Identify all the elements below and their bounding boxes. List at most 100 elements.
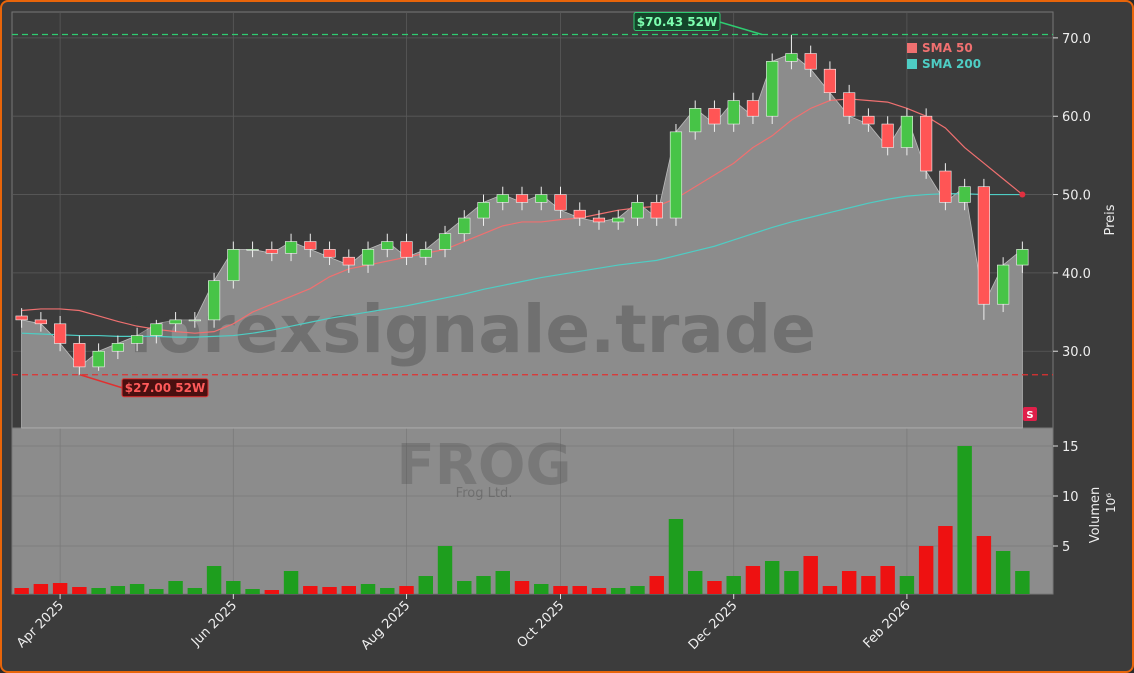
candle-body bbox=[612, 217, 625, 223]
volume-bar bbox=[14, 588, 29, 594]
legend-label: SMA 200 bbox=[922, 57, 981, 71]
hline-arrow bbox=[717, 20, 763, 36]
candle-body bbox=[400, 241, 413, 258]
volume-bar bbox=[591, 588, 607, 594]
candle-body bbox=[766, 61, 779, 117]
hline-label: $27.00 52W bbox=[125, 381, 205, 395]
volume-bar bbox=[957, 446, 972, 594]
volume-bar bbox=[687, 571, 703, 594]
candle-body bbox=[265, 249, 278, 254]
volume-bar bbox=[149, 589, 164, 594]
y-axis-label: Preis bbox=[1103, 204, 1118, 235]
volume-bar bbox=[899, 576, 915, 594]
candle-body bbox=[1016, 249, 1029, 266]
candle-body bbox=[34, 319, 47, 325]
volume-bar bbox=[668, 519, 684, 594]
sma-line bbox=[21, 193, 1023, 338]
hline-label-box bbox=[633, 11, 721, 31]
volume-bar bbox=[52, 583, 68, 594]
volume-bar bbox=[91, 588, 106, 594]
candle-body bbox=[650, 202, 663, 219]
volume-bar bbox=[303, 586, 318, 594]
candle-body bbox=[862, 115, 875, 125]
volume-bar bbox=[322, 587, 337, 594]
volume-bar bbox=[861, 576, 876, 594]
candle-body bbox=[496, 194, 509, 203]
candle-body bbox=[111, 343, 124, 352]
volume-bar bbox=[360, 584, 376, 594]
candle-body bbox=[92, 350, 105, 368]
candle-body bbox=[227, 249, 240, 282]
y-tick-label: 50.0 bbox=[1062, 189, 1091, 204]
volume-bar bbox=[341, 586, 357, 594]
candle-body bbox=[939, 170, 952, 203]
volume-bar bbox=[437, 546, 453, 594]
candle-body bbox=[15, 315, 28, 321]
candle-body bbox=[419, 249, 432, 258]
volume-bar bbox=[784, 571, 799, 594]
volume-bar bbox=[822, 586, 838, 594]
volume-bar bbox=[976, 536, 992, 594]
candle-body bbox=[669, 131, 683, 219]
volume-panel bbox=[11, 427, 1054, 595]
signal-badge bbox=[1023, 407, 1037, 421]
volume-bar bbox=[611, 588, 626, 594]
candle-body bbox=[746, 100, 760, 117]
volume-bar bbox=[880, 566, 895, 594]
volume-bar bbox=[841, 571, 857, 594]
volume-bar bbox=[995, 551, 1011, 594]
candle-body bbox=[169, 319, 182, 325]
candle-body bbox=[438, 233, 452, 250]
candle-body bbox=[554, 194, 567, 211]
candle-body bbox=[592, 217, 606, 223]
y-tick-label: 70.0 bbox=[1062, 32, 1091, 47]
hline-label: $70.43 52W bbox=[637, 15, 717, 29]
volume-bar bbox=[534, 584, 549, 594]
y-axis-label: Volumen bbox=[1088, 487, 1103, 544]
x-tick-label: Aug 2025 bbox=[358, 598, 413, 653]
legend-swatch bbox=[907, 43, 917, 53]
volume-bar bbox=[553, 586, 568, 594]
volume-bar bbox=[495, 571, 510, 594]
volume-bar bbox=[457, 581, 472, 594]
candle-body bbox=[573, 209, 586, 219]
candle-body bbox=[823, 68, 836, 93]
x-tick-label: Feb 2026 bbox=[861, 598, 914, 651]
y-tick-label: 40.0 bbox=[1062, 267, 1091, 282]
volume-bar bbox=[245, 589, 260, 594]
candle-body bbox=[920, 115, 933, 172]
candle-body bbox=[708, 108, 721, 125]
candle-body bbox=[342, 256, 355, 266]
volume-bar bbox=[938, 526, 953, 594]
candle-body bbox=[458, 217, 471, 235]
legend-label: SMA 50 bbox=[922, 41, 973, 55]
sma-endpoint bbox=[1019, 191, 1026, 198]
volume-watermark-sub: Frog Ltd. bbox=[456, 486, 513, 501]
volume-bar bbox=[1015, 571, 1030, 594]
hline-label-box bbox=[121, 378, 209, 398]
volume-bar bbox=[764, 561, 780, 594]
volume-bar bbox=[264, 590, 280, 594]
volume-bar bbox=[226, 581, 241, 594]
candle-body bbox=[977, 186, 990, 305]
volume-bar bbox=[110, 586, 126, 594]
candle-body bbox=[689, 108, 702, 133]
candle-body bbox=[515, 194, 529, 203]
x-tick-label: Oct 2025 bbox=[514, 598, 567, 651]
volume-bar bbox=[418, 576, 433, 594]
candle-body bbox=[881, 123, 894, 148]
volume-bar bbox=[206, 566, 222, 594]
candle-body bbox=[131, 335, 144, 344]
candle-body bbox=[631, 202, 644, 219]
volume-bar bbox=[514, 581, 530, 594]
x-tick-label: Jun 2025 bbox=[188, 598, 240, 650]
volume-bar bbox=[476, 576, 491, 594]
y-tick-label: 5 bbox=[1062, 540, 1070, 555]
y-tick-label: 30.0 bbox=[1062, 345, 1091, 360]
y-tick-label: 10 bbox=[1062, 490, 1079, 505]
candle-body bbox=[246, 249, 259, 251]
candle-body bbox=[804, 53, 817, 70]
candle-body bbox=[188, 319, 201, 322]
x-tick-label: Dec 2025 bbox=[686, 598, 741, 653]
